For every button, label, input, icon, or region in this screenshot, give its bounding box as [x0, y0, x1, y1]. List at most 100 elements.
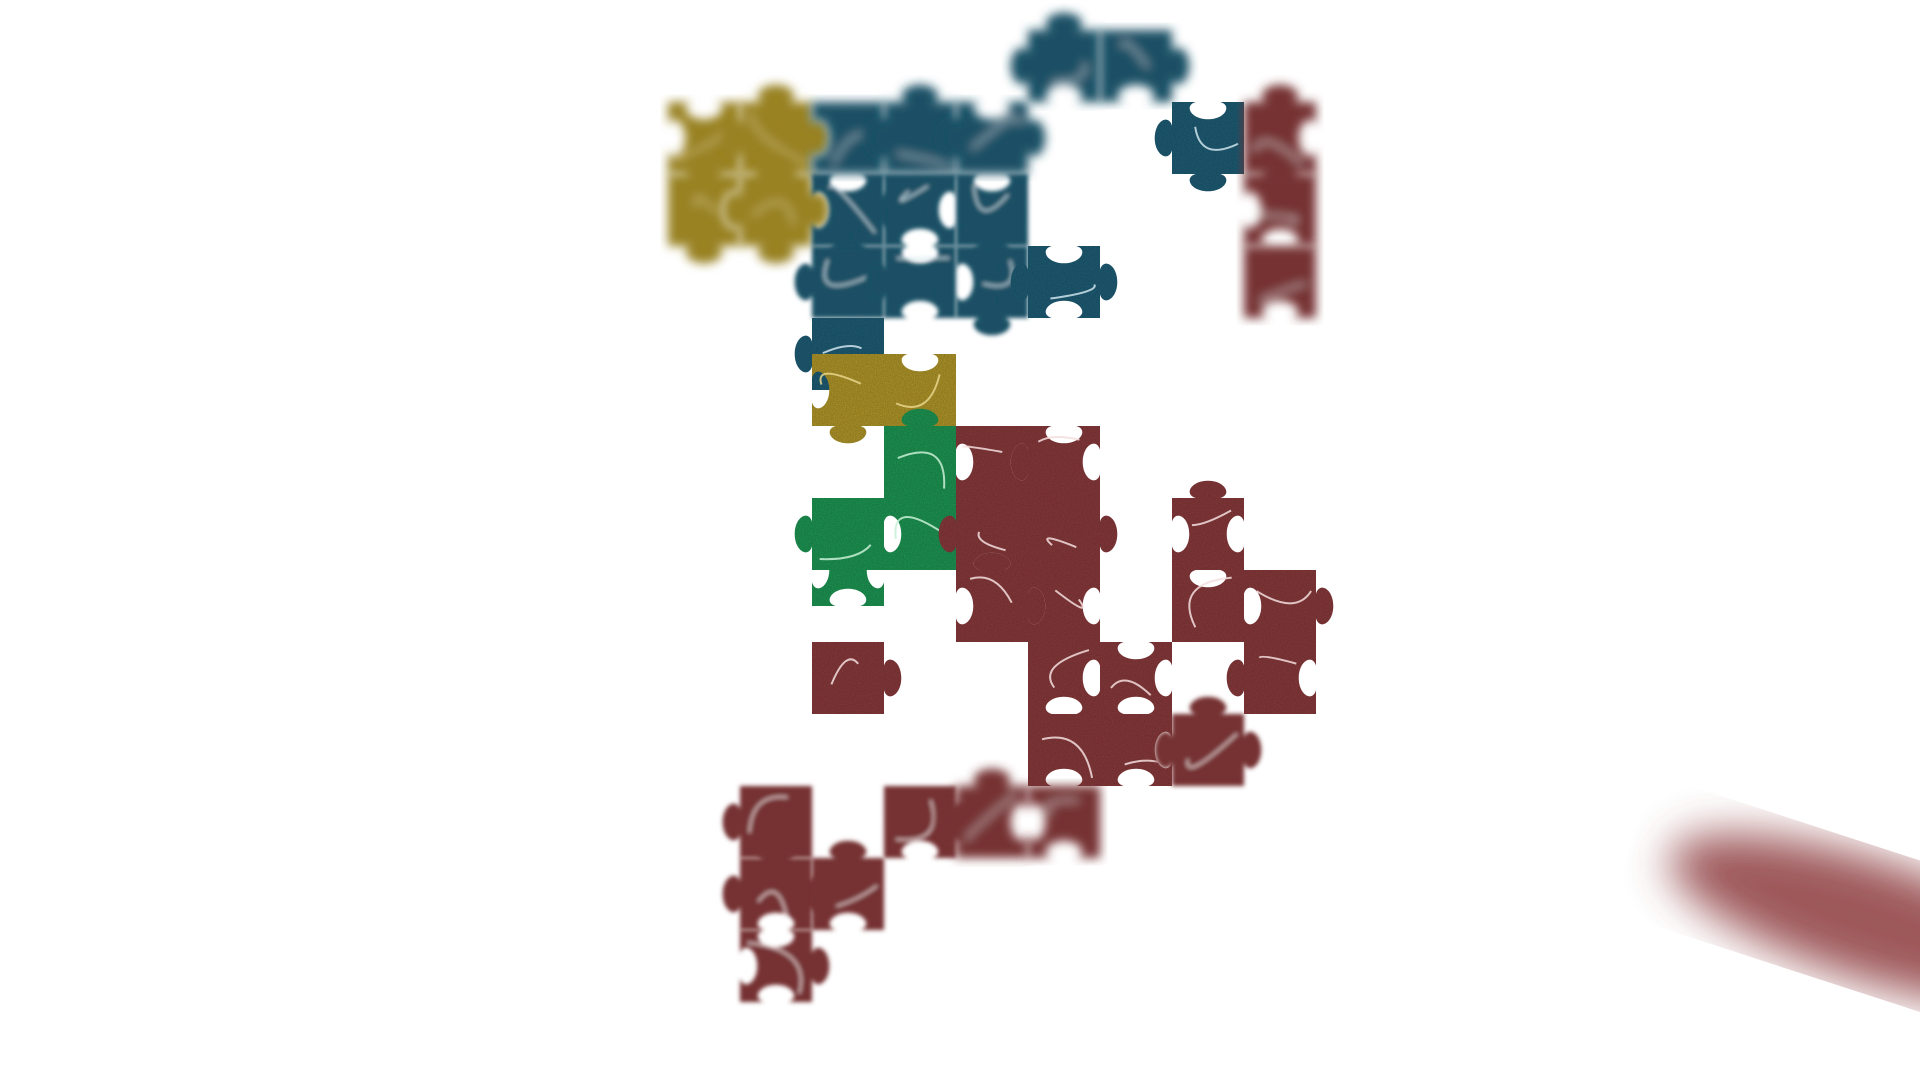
puzzle-piece-maroon-22[interactable] — [740, 930, 830, 1002]
puzzle-piece-maroon-12[interactable] — [1172, 570, 1244, 642]
puzzle-piece-teal-7[interactable] — [794, 246, 884, 318]
piece-texture — [812, 840, 884, 930]
piece-texture — [1028, 624, 1100, 714]
puzzle-piece-olive-1[interactable] — [668, 102, 740, 174]
region-border-line — [982, 259, 1014, 287]
region-border-line — [748, 795, 788, 833]
piece-texture — [884, 408, 956, 516]
piece-texture — [722, 786, 812, 858]
region-border-line — [899, 185, 929, 202]
piece-texture — [1244, 570, 1334, 642]
region-border-line — [1188, 576, 1232, 628]
puzzle-piece-maroon-9[interactable] — [1028, 552, 1100, 642]
piece-texture — [884, 174, 956, 246]
region-border-line — [971, 116, 1020, 150]
puzzle-piece-maroon-24[interactable] — [938, 768, 1028, 858]
piece-texture — [1010, 426, 1100, 498]
region-border-line — [962, 445, 1003, 453]
puzzle-piece-maroon-6[interactable] — [938, 480, 1046, 570]
region-border-line — [1051, 62, 1087, 84]
region-border-line — [895, 374, 941, 408]
piece-texture — [1244, 84, 1316, 192]
puzzle-piece-maroon-21[interactable] — [812, 840, 884, 930]
piece-texture — [1028, 714, 1100, 786]
puzzle-piece-maroon-15[interactable] — [1100, 642, 1172, 714]
region-border-line — [1191, 509, 1232, 527]
piece-texture — [866, 246, 956, 318]
held-piece-layer — [1652, 798, 1920, 1042]
puzzle-piece-maroon-1[interactable] — [1244, 84, 1316, 192]
region-border-line — [822, 344, 862, 355]
puzzle-piece-maroon-16[interactable] — [1028, 714, 1100, 786]
region-border-line — [1120, 41, 1150, 69]
puzzle-piece-maroon-19[interactable] — [722, 786, 812, 858]
region-border-line — [977, 531, 1006, 552]
puzzle-piece-maroon-3[interactable] — [1244, 246, 1316, 318]
region-border-line — [676, 132, 727, 161]
puzzle-piece-maroon-17[interactable] — [1100, 714, 1172, 786]
piece-texture — [1226, 642, 1316, 714]
piece-texture — [956, 174, 1028, 264]
region-border-line — [757, 890, 788, 918]
puzzle-piece-olive-5[interactable] — [812, 354, 884, 444]
region-border-line — [819, 544, 872, 561]
held-piece-maroon[interactable] — [1652, 798, 1920, 1042]
region-border-line — [1194, 126, 1239, 151]
region-border-line — [897, 451, 946, 489]
piece-texture — [1100, 714, 1172, 786]
piece-texture — [1010, 12, 1100, 102]
piece-texture — [938, 480, 1046, 570]
puzzle-piece-maroon-2[interactable] — [1244, 174, 1316, 246]
puzzle-piece-teal-3[interactable] — [938, 102, 1046, 174]
piece-texture — [1010, 246, 1118, 318]
puzzle-piece-teal-8[interactable] — [866, 246, 956, 318]
puzzle-piece-teal-5[interactable] — [884, 174, 956, 246]
puzzle-piece-maroon-4[interactable] — [956, 426, 1028, 498]
puzzle-piece-teal-11[interactable] — [1010, 12, 1100, 102]
puzzle-piece-teal-13[interactable] — [1154, 102, 1244, 192]
piece-texture — [722, 156, 830, 264]
piece-texture — [956, 552, 1046, 642]
puzzle-piece-olive-4[interactable] — [722, 156, 830, 264]
puzzle-piece-olive-2[interactable] — [722, 84, 830, 192]
puzzle-piece-maroon-10[interactable] — [1172, 480, 1244, 570]
piece-texture — [1244, 174, 1316, 246]
region-border-line — [694, 196, 718, 214]
region-border-line — [1257, 213, 1298, 224]
puzzle-piece-maroon-20[interactable] — [722, 840, 830, 930]
puzzle-piece-green-4[interactable] — [812, 534, 884, 606]
region-border-line — [823, 259, 868, 287]
piece-texture — [1172, 480, 1244, 570]
puzzle-piece-teal-9[interactable] — [956, 246, 1028, 336]
region-border-line — [750, 111, 808, 166]
region-border-line — [1054, 589, 1084, 609]
puzzle-piece-maroon-8[interactable] — [956, 552, 1046, 642]
puzzle-piece-maroon-5[interactable] — [1010, 426, 1100, 498]
puzzle-piece-teal-10[interactable] — [1010, 246, 1118, 318]
puzzle-piece-green-3[interactable] — [884, 408, 956, 516]
region-border-line — [1256, 590, 1312, 605]
piece-texture — [812, 642, 902, 714]
region-border-line — [1253, 140, 1303, 166]
puzzle-piece-maroon-18[interactable] — [1226, 642, 1316, 714]
piece-texture — [1154, 696, 1262, 786]
region-border-line — [830, 658, 859, 685]
piece-texture — [1244, 246, 1316, 318]
puzzle-piece-teal-6[interactable] — [956, 174, 1028, 264]
piece-texture — [1100, 642, 1172, 714]
puzzle-piece-maroon-14[interactable] — [1028, 624, 1100, 714]
region-border-line — [1259, 282, 1307, 302]
puzzle-piece-teal-4[interactable] — [812, 174, 902, 264]
puzzle-piece-teal-12[interactable] — [1100, 30, 1190, 102]
region-border-line — [969, 576, 1013, 604]
puzzle-piece-maroon-11[interactable] — [1244, 570, 1334, 642]
region-border-line — [1037, 435, 1080, 443]
puzzle-piece-maroon-25[interactable] — [1028, 786, 1100, 858]
region-border-line — [1258, 655, 1297, 665]
puzzle-piece-olive-3[interactable] — [668, 156, 740, 264]
region-border-line — [972, 184, 1009, 212]
piece-texture — [794, 246, 884, 318]
puzzle-piece-maroon-26[interactable] — [1154, 696, 1262, 786]
puzzle-piece-maroon-13[interactable] — [812, 642, 902, 714]
